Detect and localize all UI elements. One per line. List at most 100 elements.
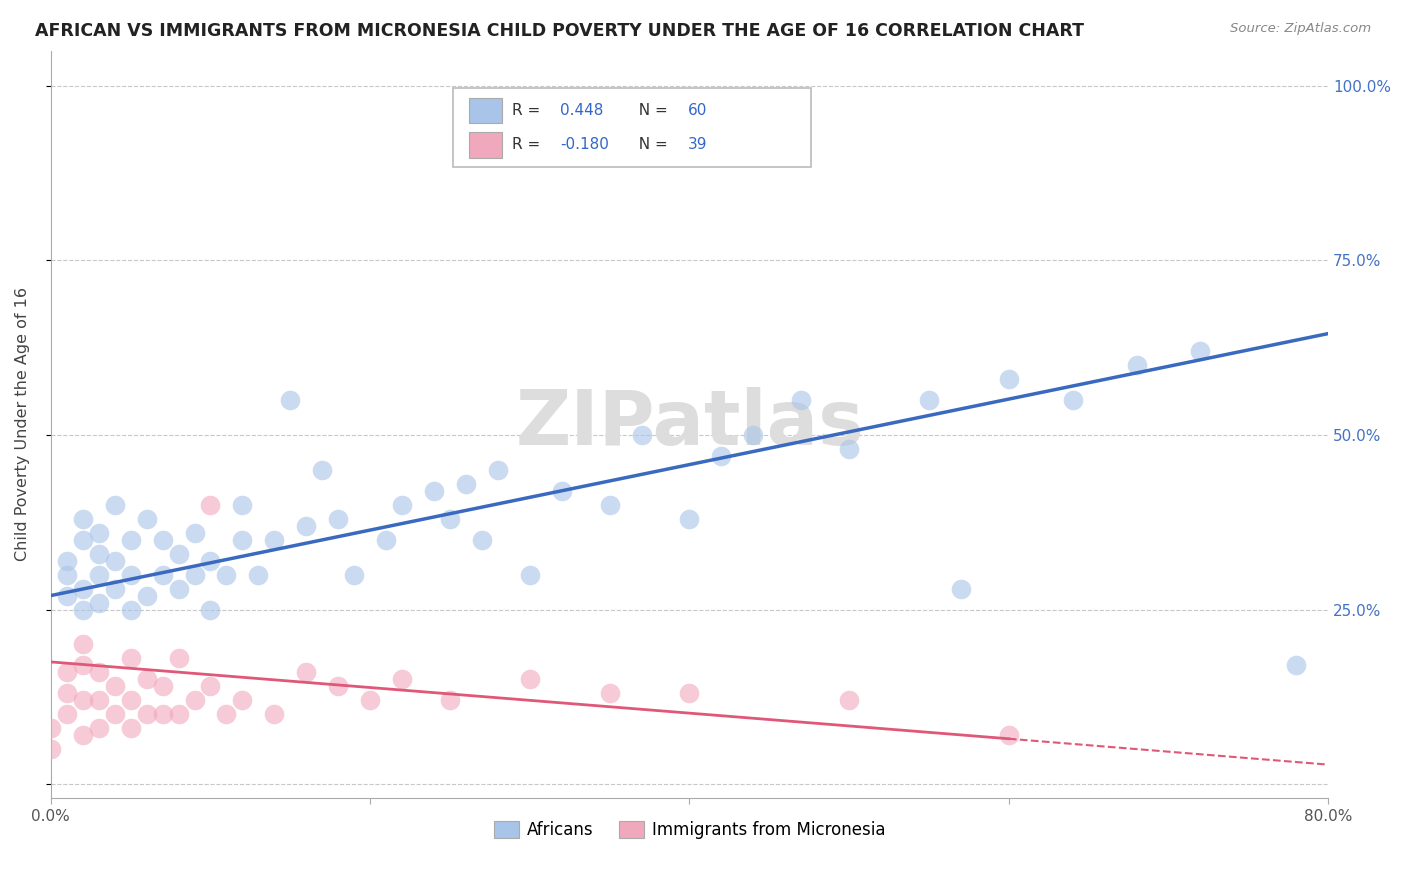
Point bbox=[838, 693, 860, 707]
Point bbox=[152, 567, 174, 582]
Point bbox=[1285, 658, 1308, 673]
Point bbox=[278, 392, 301, 407]
Point bbox=[72, 658, 94, 673]
Point bbox=[215, 567, 238, 582]
Point bbox=[87, 547, 110, 561]
Point bbox=[87, 693, 110, 707]
Point bbox=[152, 707, 174, 722]
Point bbox=[678, 686, 700, 700]
Point bbox=[56, 707, 79, 722]
Point bbox=[104, 498, 127, 512]
Point bbox=[152, 533, 174, 547]
Point bbox=[87, 721, 110, 735]
Point bbox=[231, 693, 253, 707]
Point bbox=[72, 693, 94, 707]
Point bbox=[135, 707, 157, 722]
Point bbox=[263, 533, 285, 547]
Point bbox=[135, 589, 157, 603]
Point bbox=[1062, 392, 1084, 407]
Point bbox=[231, 533, 253, 547]
Point bbox=[328, 512, 350, 526]
Point bbox=[263, 707, 285, 722]
Point bbox=[87, 665, 110, 680]
Point bbox=[486, 463, 509, 477]
Point bbox=[39, 721, 62, 735]
Point bbox=[200, 602, 222, 616]
Point bbox=[375, 533, 398, 547]
Text: N =: N = bbox=[630, 137, 673, 153]
Point bbox=[152, 679, 174, 693]
Point bbox=[104, 582, 127, 596]
Point bbox=[167, 651, 190, 665]
Point bbox=[630, 428, 652, 442]
Point bbox=[167, 707, 190, 722]
Point bbox=[104, 554, 127, 568]
Point bbox=[678, 512, 700, 526]
Point bbox=[295, 518, 318, 533]
Point bbox=[120, 567, 142, 582]
Text: N =: N = bbox=[630, 103, 673, 118]
Point bbox=[200, 679, 222, 693]
Point bbox=[1189, 344, 1212, 359]
Point bbox=[519, 673, 541, 687]
Point bbox=[72, 728, 94, 742]
Text: AFRICAN VS IMMIGRANTS FROM MICRONESIA CHILD POVERTY UNDER THE AGE OF 16 CORRELAT: AFRICAN VS IMMIGRANTS FROM MICRONESIA CH… bbox=[35, 22, 1084, 40]
Point bbox=[454, 476, 477, 491]
Point bbox=[215, 707, 238, 722]
Point bbox=[519, 567, 541, 582]
Point bbox=[72, 637, 94, 651]
Legend: Africans, Immigrants from Micronesia: Africans, Immigrants from Micronesia bbox=[486, 814, 891, 846]
Point bbox=[471, 533, 494, 547]
Point bbox=[247, 567, 270, 582]
Point bbox=[87, 595, 110, 609]
Text: -0.180: -0.180 bbox=[561, 137, 609, 153]
Point bbox=[311, 463, 333, 477]
Point bbox=[949, 582, 972, 596]
Point bbox=[998, 728, 1021, 742]
Point bbox=[120, 721, 142, 735]
Point bbox=[439, 512, 461, 526]
Point bbox=[87, 567, 110, 582]
Point bbox=[135, 673, 157, 687]
Point bbox=[328, 679, 350, 693]
Text: ZIPatlas: ZIPatlas bbox=[515, 387, 863, 461]
Point bbox=[104, 707, 127, 722]
Point bbox=[231, 498, 253, 512]
Point bbox=[359, 693, 381, 707]
Point bbox=[200, 554, 222, 568]
Point bbox=[56, 665, 79, 680]
Point bbox=[439, 693, 461, 707]
Point bbox=[742, 428, 765, 442]
Point bbox=[183, 525, 205, 540]
Point bbox=[167, 582, 190, 596]
Bar bbox=[468, 132, 502, 158]
Y-axis label: Child Poverty Under the Age of 16: Child Poverty Under the Age of 16 bbox=[15, 287, 30, 561]
Point bbox=[56, 554, 79, 568]
Point bbox=[135, 512, 157, 526]
Point bbox=[391, 498, 413, 512]
Point bbox=[39, 742, 62, 756]
Point bbox=[343, 567, 366, 582]
Point bbox=[183, 693, 205, 707]
Point bbox=[710, 449, 733, 463]
Text: R =: R = bbox=[512, 137, 546, 153]
Point bbox=[391, 673, 413, 687]
Point bbox=[918, 392, 941, 407]
Point bbox=[120, 651, 142, 665]
Point bbox=[183, 567, 205, 582]
Bar bbox=[468, 98, 502, 123]
Point bbox=[72, 512, 94, 526]
Text: R =: R = bbox=[512, 103, 546, 118]
Point bbox=[295, 665, 318, 680]
Point bbox=[120, 602, 142, 616]
Text: 0.448: 0.448 bbox=[561, 103, 603, 118]
Text: Source: ZipAtlas.com: Source: ZipAtlas.com bbox=[1230, 22, 1371, 36]
Point bbox=[599, 686, 621, 700]
Point bbox=[1125, 358, 1147, 372]
Point bbox=[838, 442, 860, 456]
FancyBboxPatch shape bbox=[453, 88, 811, 167]
Text: 60: 60 bbox=[688, 103, 707, 118]
Point bbox=[167, 547, 190, 561]
Point bbox=[423, 483, 446, 498]
Point bbox=[56, 567, 79, 582]
